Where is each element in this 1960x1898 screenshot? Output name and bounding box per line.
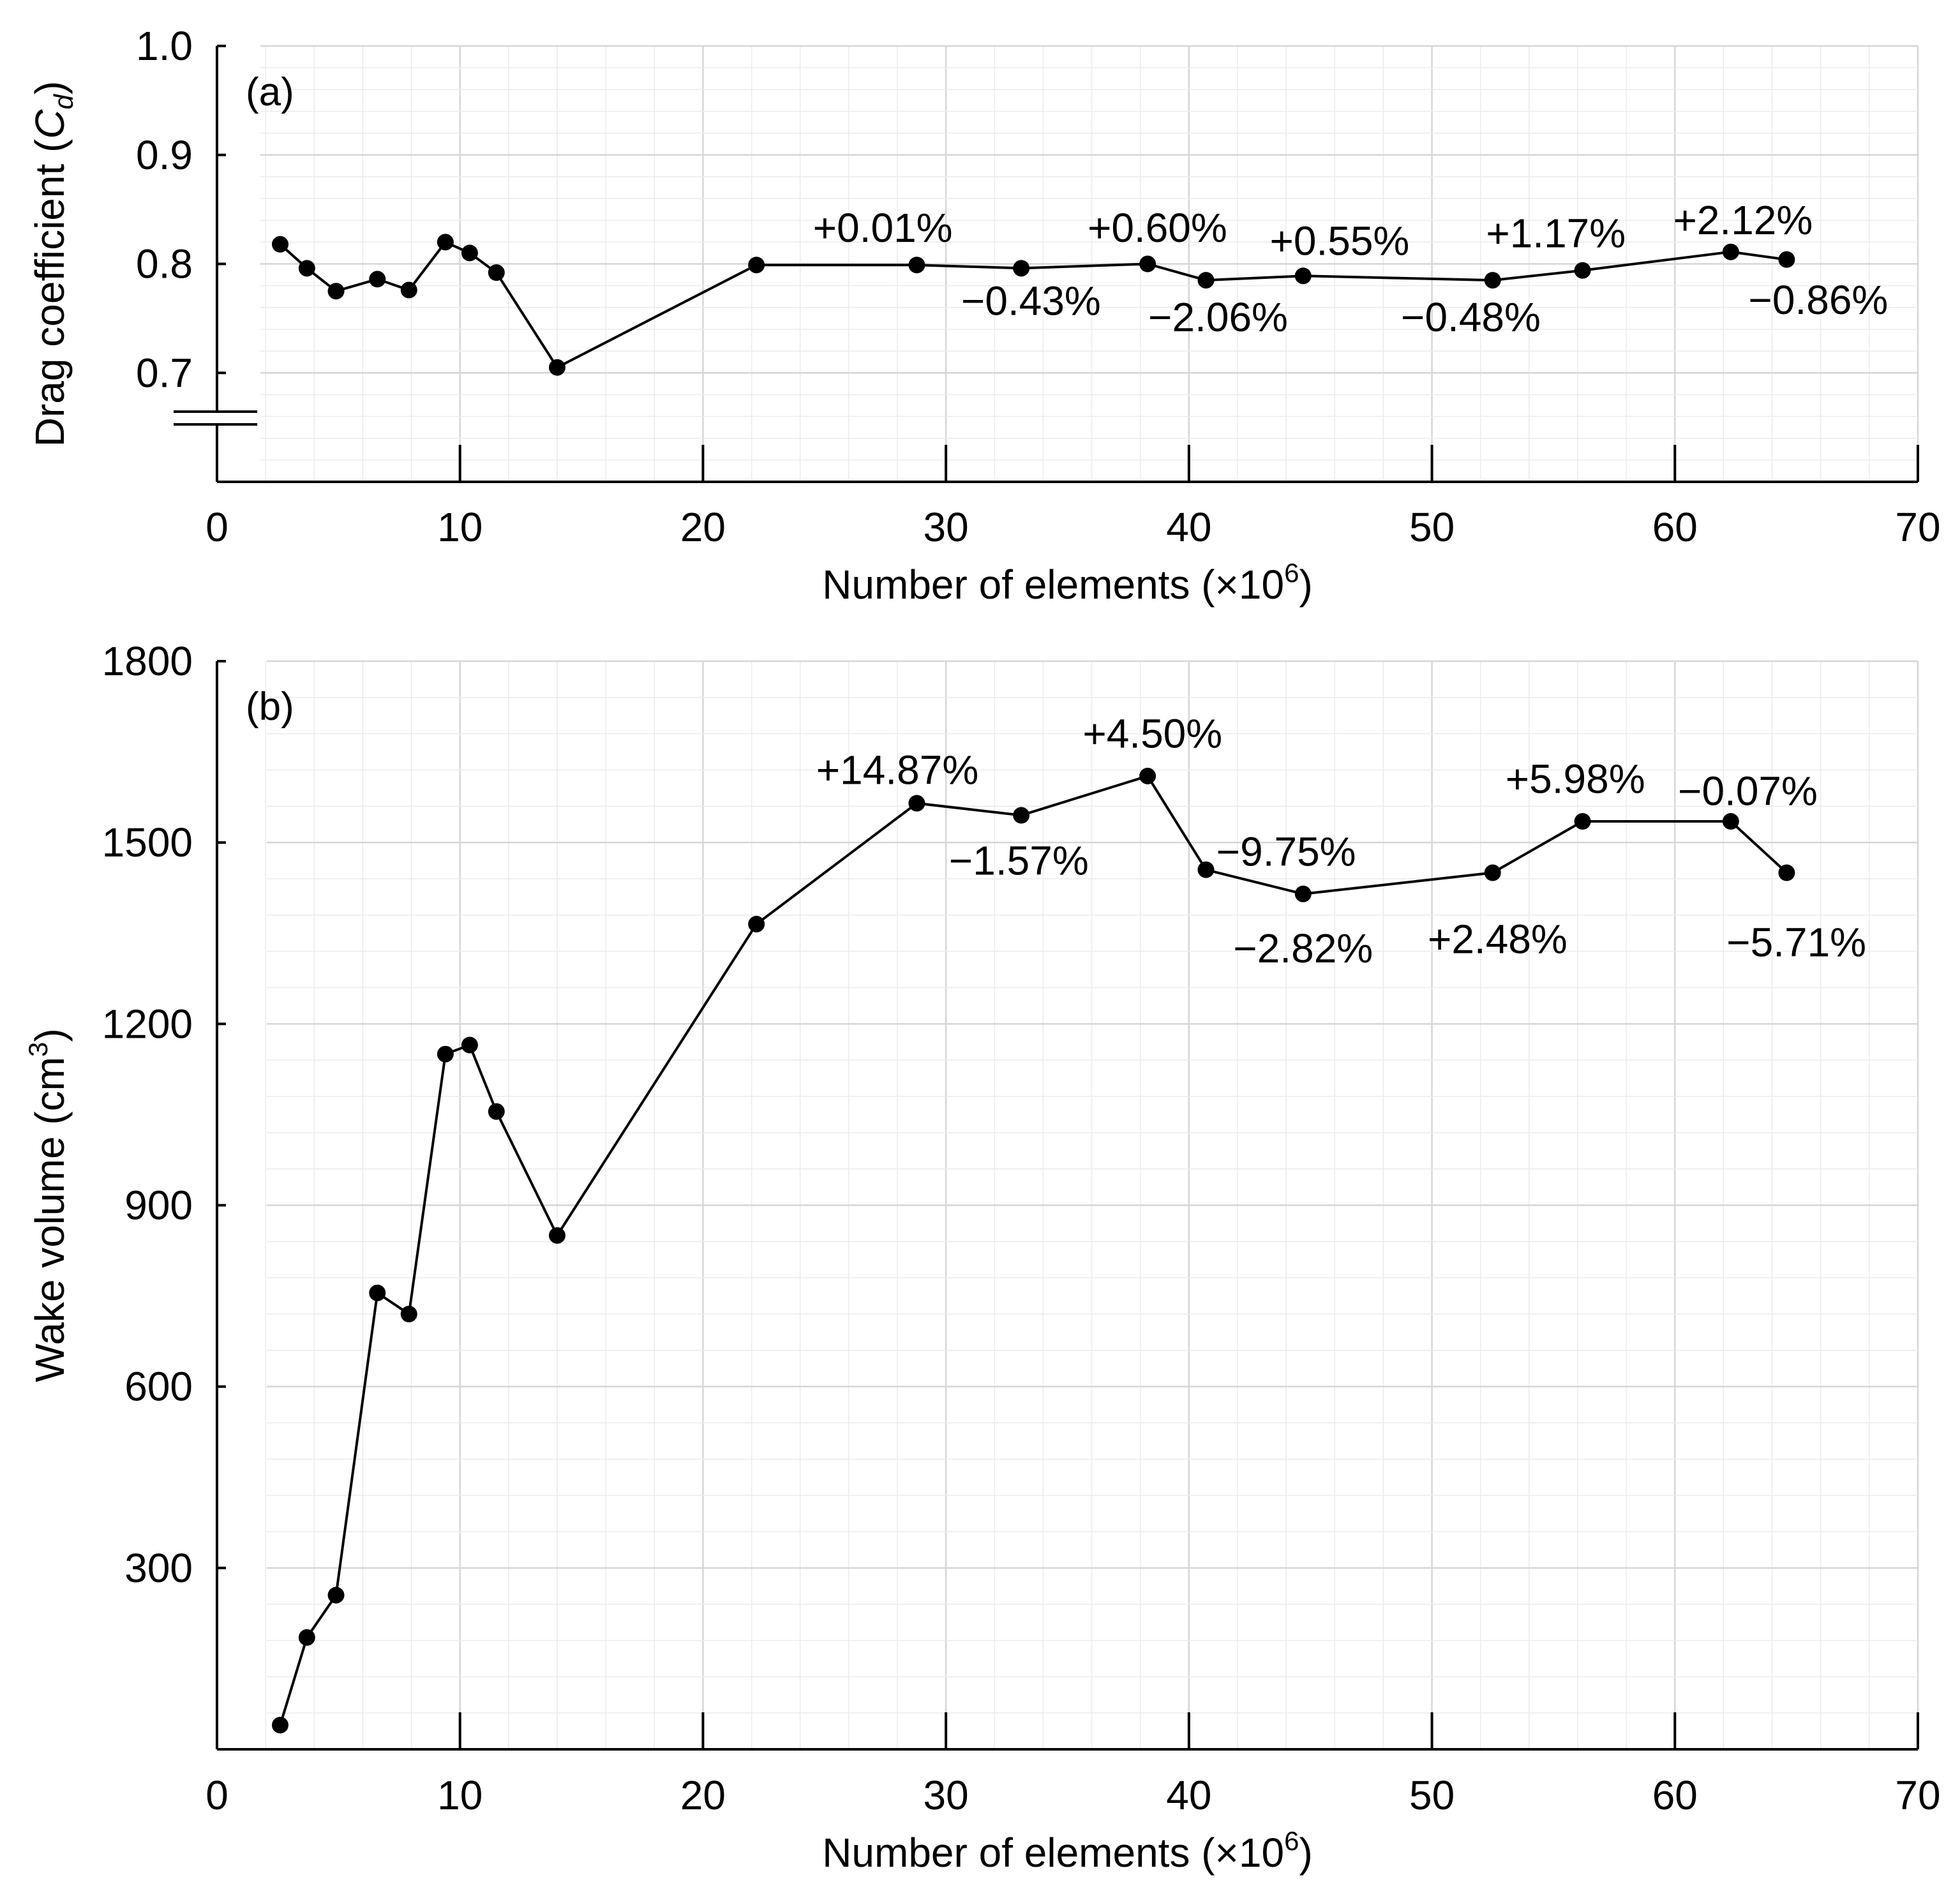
y-tick-label: 600	[124, 1364, 193, 1410]
x-tick-label: 50	[1409, 1772, 1455, 1818]
percent-change-label: +1.17%	[1486, 211, 1626, 257]
y-axis-title: Drag coefficient (Cd)	[27, 81, 79, 447]
panel-label: (b)	[246, 685, 294, 729]
grid	[260, 45, 1919, 482]
percent-change-label: +0.55%	[1269, 218, 1409, 264]
x-tick-label: 50	[1409, 504, 1455, 550]
data-point	[400, 1306, 417, 1322]
percent-change-label: +4.50%	[1082, 711, 1222, 757]
x-tick-label: 30	[924, 504, 969, 550]
x-tick-label: 60	[1652, 504, 1698, 550]
data-point	[1013, 260, 1030, 277]
x-tick-label: 20	[680, 504, 726, 550]
x-axis-title: Number of elements (×106)	[822, 1826, 1313, 1876]
x-tick-label: 20	[680, 1772, 726, 1818]
percent-change-label: −2.06%	[1148, 294, 1288, 340]
data-point	[271, 235, 288, 253]
data-point	[1778, 251, 1795, 268]
data-point	[369, 1284, 386, 1301]
x-tick-label: 30	[924, 1772, 969, 1818]
x-tick-label: 40	[1166, 504, 1211, 550]
percent-change-label: −0.86%	[1748, 277, 1888, 323]
data-point	[549, 1227, 565, 1244]
data-point	[1778, 864, 1795, 881]
percent-change-label: −5.71%	[1726, 919, 1866, 965]
y-tick-label: 0.8	[136, 241, 193, 287]
data-point	[298, 1629, 315, 1646]
y-tick-label: 1.0	[136, 23, 193, 69]
grid	[265, 660, 1919, 1749]
percent-change-label: −2.82%	[1233, 925, 1373, 971]
x-tick-label: 0	[206, 504, 228, 550]
percent-change-label: −1.57%	[949, 838, 1089, 884]
data-point	[1139, 255, 1156, 273]
percent-change-label: +14.87%	[816, 747, 978, 793]
data-point	[908, 257, 925, 274]
percent-change-label: −0.43%	[961, 278, 1101, 324]
y-tick-label: 0.7	[136, 350, 193, 396]
data-point	[327, 283, 345, 300]
y-axis-title: Wake volume (cm3)	[23, 1028, 73, 1382]
data-point	[1484, 864, 1501, 881]
data-point	[327, 1587, 345, 1604]
data-point	[369, 271, 386, 288]
y-tick-label: 900	[124, 1183, 193, 1229]
data-point	[461, 244, 478, 262]
x-tick-label: 40	[1166, 1772, 1211, 1818]
data-point	[1574, 262, 1591, 279]
data-point	[488, 1103, 505, 1120]
data-point	[271, 1717, 288, 1734]
x-tick-label: 70	[1895, 1772, 1940, 1818]
y-tick-label: 1500	[102, 819, 193, 865]
data-point	[488, 264, 505, 281]
percent-change-label: −0.07%	[1678, 768, 1818, 814]
x-tick-label: 70	[1895, 504, 1940, 550]
axes: 0 10 20 30 40 50 60 70 0.7 0.8 0.9 1.0	[136, 23, 1941, 550]
data-point	[437, 1045, 454, 1063]
data-point	[1139, 767, 1156, 784]
x-tick-label: 0	[206, 1772, 228, 1818]
panel-a: 0 10 20 30 40 50 60 70 0.7 0.8 0.9 1.0 Number of ele…	[27, 23, 1941, 608]
data-point	[1722, 243, 1739, 260]
percent-change-label: +0.60%	[1088, 205, 1227, 251]
panel-b: 0 10 20 30 40 50 60 70 300 600 900 1200 1500 1800 Numb…	[23, 638, 1941, 1876]
data-point	[1013, 807, 1030, 824]
percent-change-label: +0.01%	[813, 205, 953, 251]
percent-change-label: −9.75%	[1216, 828, 1356, 874]
percent-change-label: +5.98%	[1506, 756, 1645, 802]
data-point	[298, 260, 315, 277]
data-point	[908, 795, 925, 812]
data-point	[1197, 861, 1215, 878]
y-tick-label: 300	[124, 1545, 193, 1591]
data-point	[400, 281, 417, 299]
axes: 0 10 20 30 40 50 60 70 300 600 900 1200 1500 1800	[102, 638, 1941, 1818]
panel-label: (a)	[246, 70, 294, 114]
data-point	[1294, 885, 1312, 902]
x-axis-title: Number of elements (×106)	[822, 558, 1313, 608]
y-tick-label: 1200	[102, 1001, 193, 1047]
data-point	[461, 1036, 478, 1054]
percent-change-label: −0.48%	[1401, 294, 1541, 340]
x-tick-label: 60	[1652, 1772, 1698, 1818]
percent-change-label: +2.12%	[1673, 197, 1813, 243]
data-point	[1574, 813, 1591, 830]
data-point	[437, 234, 454, 251]
data-point	[1722, 813, 1739, 830]
percent-change-label: +2.48%	[1428, 916, 1567, 962]
x-tick-label: 10	[437, 1772, 483, 1818]
x-tick-label: 10	[437, 504, 483, 550]
data-point	[1484, 272, 1501, 289]
data-point	[1294, 267, 1312, 285]
data-point	[1197, 272, 1215, 289]
data-point	[549, 359, 565, 376]
y-tick-label: 0.9	[136, 132, 193, 178]
y-tick-label: 1800	[102, 638, 193, 684]
data-point	[748, 257, 765, 274]
data-point	[748, 916, 765, 933]
